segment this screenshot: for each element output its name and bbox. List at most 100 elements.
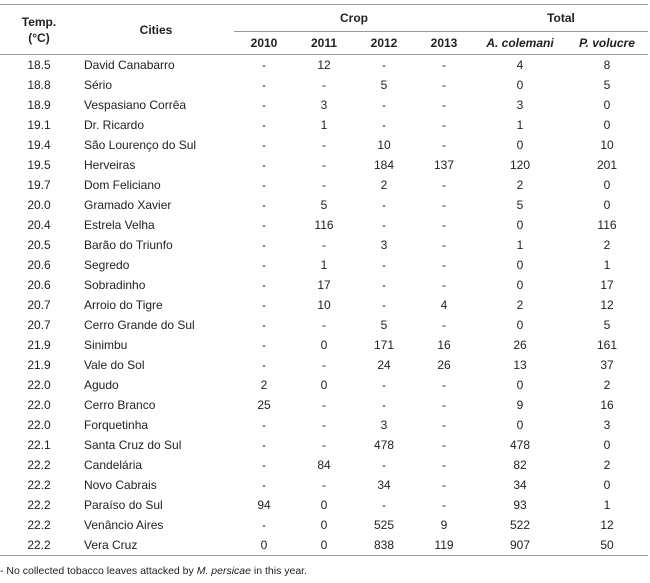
cell-2010: - [262,478,266,492]
cell-2011: 0 [320,338,328,352]
cell-temp: 21.9 [27,358,51,372]
cell-volucre: 0 [603,118,611,132]
cell-colemani: 0 [516,378,524,392]
cell-2012: 3 [380,238,388,252]
cell-2013: 137 [433,158,455,172]
cell-2012: - [382,98,386,112]
cell-volucre: 2 [603,378,611,392]
cell-city: Agudo [84,378,119,392]
table-row: 22.2 Vera Cruz 0 0 838 119 907 50 [0,535,648,556]
cell-temp: 22.0 [27,418,51,432]
cell-colemani: 1 [516,118,524,132]
cell-volucre: 16 [600,398,614,412]
cell-2011: 3 [320,98,328,112]
table-body: 18.5 David Canabarro -12- -4 8 18.8 Sério - -5-0… [0,55,648,556]
cell-temp: 22.2 [27,498,51,512]
cell-2013: 9 [440,518,448,532]
cell-colemani: 0 [516,218,524,232]
cell-2011: - [322,178,326,192]
cell-2013: - [442,438,446,452]
cell-2010: - [262,58,266,72]
cell-colemani: 2 [516,298,524,312]
table-row: 20.4 Estrela Velha - 116 - - 0 116 [0,215,648,235]
cell-2012: 10 [377,138,391,152]
table-row: 20.6 Sobradinho - 17 - - 0 17 [0,275,648,295]
cell-2011: - [322,238,326,252]
cell-city: Cerro Grande do Sul [84,318,195,332]
cell-2010: - [262,318,266,332]
cell-2013: 26 [437,358,451,372]
cell-2010: - [262,458,266,472]
table-row: 20.7 Arroio do Tigre - 10 - 4 2 12 [0,295,648,315]
cell-colemani: 82 [513,458,527,472]
cell-2011: 17 [317,278,331,292]
cell-volucre: 5 [603,318,611,332]
footnote-prefix: - No collected tobacco leaves attacked b… [0,565,197,577]
cell-volucre: 0 [603,438,611,452]
table-row: 19.1 Dr. Ricardo - 1 - - 1 0 [0,115,648,135]
cell-2012: - [382,198,386,212]
table-row: 22.1 Santa Cruz do Sul - - 478 - 478 0 [0,435,648,455]
cell-city: Paraíso do Sul [84,498,163,512]
cell-temp: 22.1 [27,438,51,452]
cell-2013: - [442,458,446,472]
cell-2013: - [442,198,446,212]
cell-city: Venâncio Aires [84,518,164,532]
cell-city: Vespasiano Corrêa [84,98,187,112]
table-row: 20.0 Gramado Xavier - 5 - - 5 0 [0,195,648,215]
year-header-2013: 2013 [414,31,474,55]
cell-volucre: 5 [603,78,611,92]
cell-2010: - [262,218,266,232]
cell-2011: 12 [317,58,331,72]
cell-2012: - [382,298,386,312]
cell-temp: 19.4 [27,138,51,152]
cell-2012: - [382,218,386,232]
cell-2010: - [262,118,266,132]
table-row: 22.2 Candelária - 84 - - 82 2 [0,455,648,475]
cell-volucre: 0 [603,478,611,492]
cell-colemani: 120 [509,158,531,172]
cell-2010: - [262,158,266,172]
cell-volucre: 3 [603,418,611,432]
cell-2013: - [442,118,446,132]
cell-2011: 116 [314,218,334,232]
cell-2013: 4 [440,298,448,312]
cell-colemani: 13 [513,358,527,372]
cell-temp: 20.4 [27,218,51,232]
cell-2012: - [382,278,386,292]
cell-volucre: 116 [597,218,617,232]
cell-2012: 2 [380,178,388,192]
cell-2012: 171 [373,338,395,352]
cell-city: Vera Cruz [78,535,234,556]
cell-city: Estrela Velha [84,218,155,232]
cell-temp: 20.5 [27,238,51,252]
cell-colemani: 34 [513,478,527,492]
cell-2010: - [262,358,266,372]
cell-2012: 184 [373,158,395,172]
table-header: Temp. (°C) Cities Crop Total 2010 2011 2… [0,4,648,55]
cell-volucre: 50 [566,535,648,556]
cell-2012: 5 [380,318,388,332]
cell-colemani: 522 [509,518,531,532]
cell-colemani: 3 [516,98,524,112]
cell-city: Cerro Branco [84,398,156,412]
cell-colemani: 478 [509,438,531,452]
cell-2011: - [322,478,326,492]
cell-city: Herveiras [84,158,136,172]
cell-2012: 3 [380,418,388,432]
cell-volucre: 2 [603,458,611,472]
cell-volucre: 10 [600,138,614,152]
cell-city: Candelária [84,458,143,472]
cell-volucre: 2 [603,238,611,252]
data-table: Temp. (°C) Cities Crop Total 2010 2011 2… [0,4,648,556]
cell-volucre: 37 [600,358,614,372]
cell-2013: - [442,478,446,492]
table-row: 22.0 Forquetinha - - 3 - 0 3 [0,415,648,435]
footnote-species: M. persicae [196,565,251,577]
cell-2011: 0 [320,498,328,512]
cell-city: Santa Cruz do Sul [84,438,182,452]
cell-2011: 84 [317,458,331,472]
cell-2012: - [382,58,386,72]
cell-2010: 2 [260,378,268,392]
